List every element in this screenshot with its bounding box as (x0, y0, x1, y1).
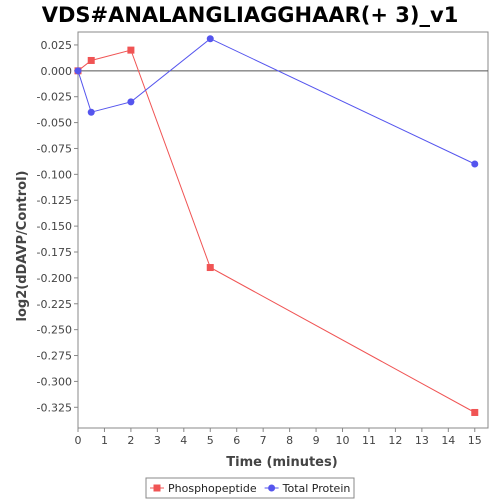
y-tick-label: -0.250 (37, 324, 72, 337)
series-point-2 (87, 108, 95, 116)
series-point-2 (74, 67, 82, 75)
y-axis-label: log2(dDAVP/Control) (15, 171, 30, 322)
y-tick-label: -0.150 (37, 220, 72, 233)
y-tick-label: -0.300 (37, 375, 72, 388)
x-tick-label: 12 (388, 434, 402, 447)
y-tick-label: -0.275 (37, 350, 72, 363)
x-tick-label: 8 (286, 434, 293, 447)
legend-label-1: Phosphopeptide (168, 482, 257, 495)
x-tick-label: 13 (415, 434, 429, 447)
legend-box (145, 477, 355, 499)
x-tick-label: 3 (154, 434, 161, 447)
chart-title: VDS#ANALANGLIAGGHAAR(+ 3)_v1 (42, 3, 459, 27)
series-point-1 (206, 264, 214, 272)
series-point-2 (206, 35, 214, 43)
x-tick-label: 4 (180, 434, 187, 447)
y-tick-label: 0.000 (41, 65, 73, 78)
legend: Phosphopeptide Total Protein (145, 477, 355, 499)
y-tick-label: -0.075 (37, 142, 72, 155)
x-tick-label: 0 (75, 434, 82, 447)
series-point-1 (471, 408, 479, 416)
x-tick-label: 9 (313, 434, 320, 447)
y-tick-label: 0.025 (41, 39, 73, 52)
x-tick-label: 2 (127, 434, 134, 447)
legend-marker-2 (268, 484, 276, 492)
legend-marker-1 (153, 484, 161, 492)
y-tick-label: -0.200 (37, 272, 72, 285)
plot-area: 0.025 0.000 -0.025 -0.050 -0.075 -0.100 -0.125… (37, 31, 489, 447)
y-tick-label: -0.225 (37, 298, 72, 311)
x-tick-label: 5 (207, 434, 214, 447)
series-point-2 (471, 160, 479, 168)
y-tick-label: -0.100 (37, 168, 72, 181)
x-tick-label: 15 (468, 434, 482, 447)
x-tick-label: 6 (233, 434, 240, 447)
y-tick-label: -0.025 (37, 91, 72, 104)
series-point-1 (127, 46, 135, 54)
plot-frame (77, 31, 489, 429)
y-tick-label: -0.125 (37, 194, 72, 207)
y-tick-label: -0.050 (37, 117, 72, 130)
x-axis-label: Time (minutes) (226, 455, 337, 470)
x-tick-label: 14 (441, 434, 455, 447)
x-tick-label: 1 (101, 434, 108, 447)
legend-label-2: Total Protein (282, 482, 351, 495)
x-tick-label: 11 (362, 434, 376, 447)
series-point-1 (87, 56, 95, 64)
y-tick-label: -0.325 (37, 401, 72, 414)
y-tick-label: -0.175 (37, 246, 72, 259)
x-tick-label: 10 (336, 434, 350, 447)
series-point-2 (127, 98, 135, 106)
x-tick-label: 7 (260, 434, 267, 447)
